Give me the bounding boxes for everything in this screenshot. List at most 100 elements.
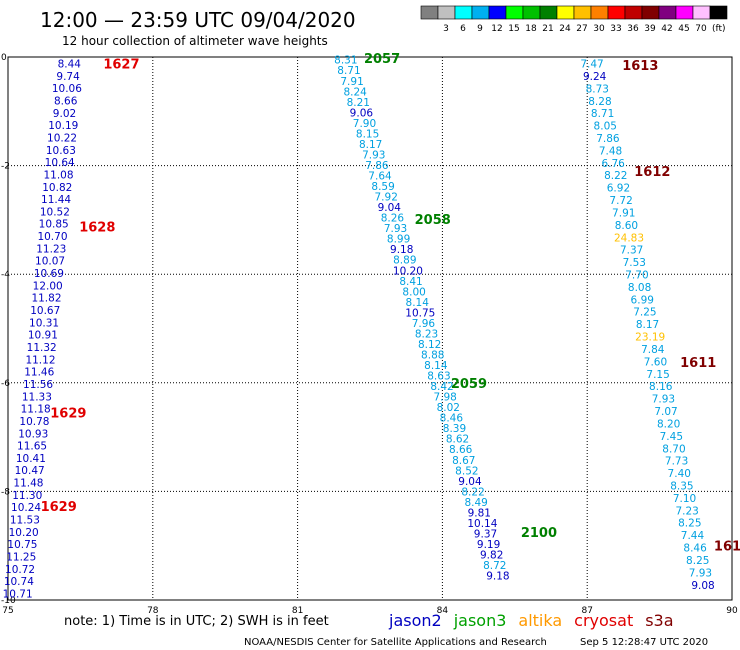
swh-value-label: 11.12 [25, 354, 55, 366]
swh-value-label: 6.99 [631, 294, 654, 306]
colorbar-swatch [454, 5, 473, 20]
swh-value-label: 11.65 [17, 441, 47, 453]
x-tick-label: 75 [2, 606, 13, 616]
satellite-legend-jason2: jason2 [388, 611, 442, 630]
swh-value-label: 8.99 [387, 234, 410, 246]
x-tick-label: 84 [437, 606, 449, 616]
colorbar-swatch [573, 5, 592, 20]
pass-number-label: 1613 [622, 59, 658, 74]
chart-title: 12:00 — 23:59 UTC 09/04/2020 [40, 8, 356, 32]
swh-value-label: 6.76 [601, 158, 625, 170]
swh-value-label: 7.92 [375, 192, 398, 204]
swh-value-label: 8.17 [359, 139, 382, 151]
satellite-legend-s3a: s3a [645, 611, 673, 630]
colorbar-swatch [488, 5, 507, 20]
swh-value-label: 8.89 [393, 255, 416, 267]
x-tick-label: 87 [581, 606, 592, 616]
colorbar-swatch [505, 5, 524, 20]
swh-value-label: 10.74 [4, 576, 34, 588]
pass-number-label: 2100 [521, 526, 557, 541]
swh-value-label: 9.81 [468, 507, 491, 519]
swh-value-label: 7.93 [362, 149, 385, 161]
swh-value-label: 8.39 [443, 423, 466, 435]
swh-value-label: 10.52 [40, 206, 70, 218]
swh-value-label: 8.24 [343, 86, 367, 98]
colorbar-swatch [607, 5, 626, 20]
pass-number-label: 1629 [41, 500, 77, 515]
swh-value-label: 10.22 [47, 132, 77, 144]
colorbar-swatch [539, 5, 558, 20]
swh-value-label: 11.33 [22, 391, 52, 403]
swh-value-label: 10.31 [29, 317, 59, 329]
pass-number-label: 1612 [634, 165, 670, 180]
colorbar-label: 15 [508, 24, 519, 34]
y-tick-label: -10 [1, 596, 16, 606]
satellite-legend-cryosat: cryosat [574, 611, 633, 630]
swh-value-label: 10.20 [393, 265, 423, 277]
x-tick-label: 90 [726, 606, 738, 616]
swh-value-label: 7.23 [675, 505, 698, 517]
swh-value-label: 8.44 [58, 59, 82, 71]
colorbar-label: 36 [627, 24, 639, 34]
swh-value-label: 8.21 [347, 97, 370, 109]
swh-value-label: 7.25 [633, 307, 656, 319]
swh-value-label: 10.70 [37, 231, 67, 243]
swh-value-label: 7.91 [340, 76, 363, 88]
swh-value-label: 8.46 [440, 413, 464, 425]
swh-value-label: 9.04 [458, 476, 482, 488]
swh-value-label: 7.44 [681, 530, 705, 542]
swh-value-label: 11.48 [13, 478, 43, 490]
swh-value-label: 10.47 [15, 465, 45, 477]
swh-value-label: 8.41 [399, 276, 422, 288]
colorbar-label: 30 [593, 24, 605, 34]
colorbar-swatch [641, 5, 660, 20]
colorbar-label: 42 [661, 24, 672, 34]
swh-value-label: 7.48 [599, 145, 622, 157]
x-tick-label: 78 [147, 606, 159, 616]
swh-value-label: 11.82 [31, 293, 61, 305]
swh-value-label: 8.31 [334, 55, 357, 67]
swh-value-label: 8.49 [464, 497, 487, 509]
swh-value-label: 7.53 [623, 257, 646, 269]
swh-value-label: 7.84 [641, 344, 665, 356]
swh-value-label: 10.41 [16, 453, 46, 465]
swh-value-label: 9.24 [583, 71, 607, 83]
swh-value-label: 7.60 [644, 356, 667, 368]
y-tick-label: -8 [1, 487, 10, 497]
swh-value-label: 8.66 [54, 95, 78, 107]
swh-value-label: 8.17 [636, 319, 659, 331]
swh-value-label: 11.46 [24, 367, 54, 379]
swh-value-label: 8.28 [588, 96, 611, 108]
colorbar-label: 39 [644, 24, 656, 34]
swh-value-label: 8.42 [430, 381, 453, 393]
swh-value-label: 11.53 [10, 515, 40, 527]
swh-value-label: 11.18 [21, 404, 51, 416]
swh-value-label: 11.23 [36, 243, 66, 255]
swh-value-label: 9.08 [691, 580, 714, 592]
swh-value-label: 9.06 [350, 107, 374, 119]
swh-value-label: 10.20 [9, 527, 39, 539]
swh-value-label: 9.18 [486, 571, 509, 583]
swh-value-label: 10.75 [7, 539, 37, 551]
swh-value-label: 8.22 [604, 170, 627, 182]
y-tick-label: 0 [1, 53, 7, 63]
colorbar-label: 21 [542, 24, 553, 34]
colorbar-swatch [675, 5, 694, 20]
swh-value-label: 7.47 [580, 59, 603, 71]
swh-value-label: 23.19 [635, 332, 665, 344]
pass-number-label: 1627 [103, 58, 139, 73]
colorbar-legend: 3 6 9 12 15 18 21 24 27 30 33 36 39 42 45 70 (ft) [420, 5, 728, 34]
colorbar-label: 9 [477, 24, 483, 34]
swh-value-label: 7.64 [368, 171, 392, 183]
swh-value-label: 8.02 [437, 402, 460, 414]
swh-value-label: 10.64 [45, 157, 75, 169]
footer-credit: NOAA/NESDIS Center for Satellite Applica… [244, 637, 547, 648]
swh-value-label: 7.93 [689, 567, 712, 579]
swh-value-label: 7.86 [365, 160, 389, 172]
swh-value-label: 24.83 [614, 232, 644, 244]
swh-value-label: 8.14 [424, 360, 448, 372]
swh-value-label: 8.59 [371, 181, 394, 193]
colorbar-swatch [590, 5, 609, 20]
swh-value-label: 11.08 [43, 169, 73, 181]
x-tick-label: 81 [292, 606, 303, 616]
